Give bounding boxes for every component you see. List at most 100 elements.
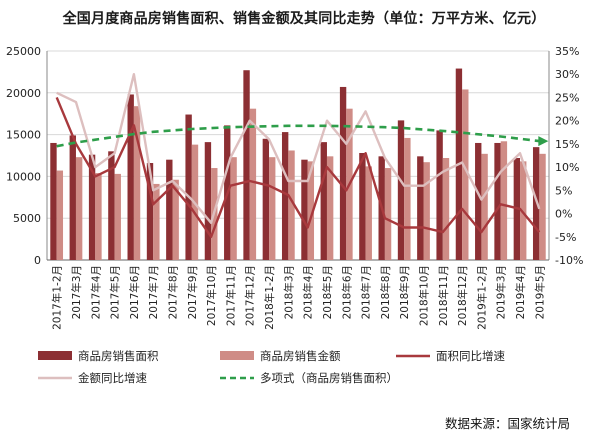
y-left-tick-label: 25000 xyxy=(6,45,41,58)
trend-line xyxy=(56,124,540,148)
y-right-tick-label: 10% xyxy=(555,161,579,174)
area-bar xyxy=(359,152,366,260)
y-right-tick-label: 15% xyxy=(555,138,579,151)
amount-bar xyxy=(307,161,315,260)
x-tick-label: 2018年6月 xyxy=(340,265,353,319)
y-right-tick-label: 0% xyxy=(555,208,572,221)
area-bar xyxy=(146,163,154,260)
area-bar xyxy=(301,159,308,260)
x-tick-label: 2019年4月 xyxy=(514,265,527,319)
area-bar xyxy=(397,120,405,260)
y-right-tick-label: 5% xyxy=(555,184,572,197)
x-tick-label: 2018年10月 xyxy=(418,265,431,326)
y-left-tick-label: 15000 xyxy=(6,129,41,142)
x-tick-label: 2018年5月 xyxy=(321,265,334,319)
x-tick-label: 2019年3月 xyxy=(495,265,508,319)
area-bar xyxy=(243,70,250,260)
y-left-tick-label: 10000 xyxy=(6,170,41,183)
legend-amount-bar-swatch xyxy=(220,351,254,360)
area-yoy-line xyxy=(55,96,541,239)
x-tick-label: 2017年7月 xyxy=(147,265,160,319)
amount-bar xyxy=(249,108,257,261)
amount-bar xyxy=(539,153,546,260)
amount-bar xyxy=(56,170,64,260)
legend-area-yoy-label: 面积同比增速 xyxy=(436,349,505,363)
legend-area-bar-label: 商品房销售面积 xyxy=(78,349,159,363)
x-tick-label: 2017年10月 xyxy=(205,265,218,326)
x-tick-label: 2017年4月 xyxy=(89,265,102,319)
x-tick-label: 2017年8月 xyxy=(167,265,180,319)
area-bar xyxy=(166,159,173,260)
amount-bar xyxy=(462,89,469,261)
amount-bar xyxy=(75,157,83,260)
area-bar xyxy=(204,142,212,260)
amount-yoy-line xyxy=(56,72,541,225)
y-left-tick-label: 5000 xyxy=(13,212,41,225)
amount-bar xyxy=(153,183,160,260)
x-tick-label: 2017年5月 xyxy=(109,265,122,319)
x-tick-label: 2019年5月 xyxy=(533,265,546,319)
area-bar xyxy=(50,142,57,260)
x-tick-label: 2018年11月 xyxy=(437,265,450,326)
x-tick-label: 2018年1-2月 xyxy=(263,265,276,330)
source-note: 数据来源：国家统计局 xyxy=(444,416,570,431)
y-right-tick-label: 25% xyxy=(555,91,579,104)
amount-bar xyxy=(365,166,372,260)
amount-bar xyxy=(230,157,237,260)
x-tick-label: 2018年3月 xyxy=(282,265,295,319)
x-tick-label: 2017年11月 xyxy=(224,265,237,326)
area-bar xyxy=(532,147,540,260)
y-left-tick-label: 0 xyxy=(34,254,41,267)
y-right-tick-label: 35% xyxy=(555,45,579,58)
x-tick-label: 2017年3月 xyxy=(70,265,83,319)
area-bar xyxy=(108,151,115,260)
legend-area-bar-swatch xyxy=(38,351,72,360)
area-bar xyxy=(88,154,96,260)
amount-bar xyxy=(172,179,179,260)
y-left-tick-label: 20000 xyxy=(6,87,41,100)
chart-title: 全国月度商品房销售面积、销售金额及其同比走势（单位：万平方米、亿元） xyxy=(62,11,546,27)
legend-amount-yoy-label: 金额同比增速 xyxy=(78,371,147,385)
amount-bar xyxy=(114,173,121,260)
x-tick-label: 2018年4月 xyxy=(302,265,315,319)
area-bar xyxy=(436,130,443,260)
amount-bar xyxy=(500,141,508,260)
area-bar xyxy=(281,132,289,260)
amount-bar xyxy=(404,137,411,260)
area-bar xyxy=(494,142,501,260)
y-right-tick-label: 20% xyxy=(555,115,579,128)
amount-bar xyxy=(269,157,276,260)
area-bar xyxy=(417,156,424,260)
x-tick-label: 2017年1-2月 xyxy=(51,265,64,330)
area-bar xyxy=(339,86,347,260)
area-bar xyxy=(320,142,327,260)
amount-bar xyxy=(133,106,141,261)
amount-bar xyxy=(326,156,334,260)
x-tick-label: 2018年9月 xyxy=(398,265,411,319)
amount-bar xyxy=(384,168,392,260)
area-bar xyxy=(262,138,270,260)
y-right-tick-label: 30% xyxy=(555,68,579,81)
amount-bar xyxy=(481,153,488,260)
x-tick-label: 2017年6月 xyxy=(128,265,141,319)
y-right-tick-label: -10% xyxy=(555,254,583,267)
area-bar xyxy=(69,135,76,260)
x-tick-label: 2017年12月 xyxy=(244,265,257,326)
x-tick-label: 2018年7月 xyxy=(360,265,373,319)
amount-bar xyxy=(95,173,102,260)
x-tick-label: 2018年8月 xyxy=(379,265,392,319)
legend-trend-label: 多项式（商品房销售面积） xyxy=(260,371,398,385)
trend-arrow-head xyxy=(538,136,549,147)
amount-bar xyxy=(423,162,430,260)
area-bar xyxy=(127,94,134,260)
amount-bar xyxy=(442,158,450,260)
amount-bar xyxy=(520,161,527,260)
area-bar xyxy=(185,114,192,260)
x-tick-label: 2018年12月 xyxy=(456,265,469,326)
x-tick-label: 2019年1-2月 xyxy=(475,265,488,330)
amount-bar xyxy=(288,150,295,260)
legend-amount-bar-label: 商品房销售金额 xyxy=(260,349,341,363)
area-bar xyxy=(475,142,482,260)
